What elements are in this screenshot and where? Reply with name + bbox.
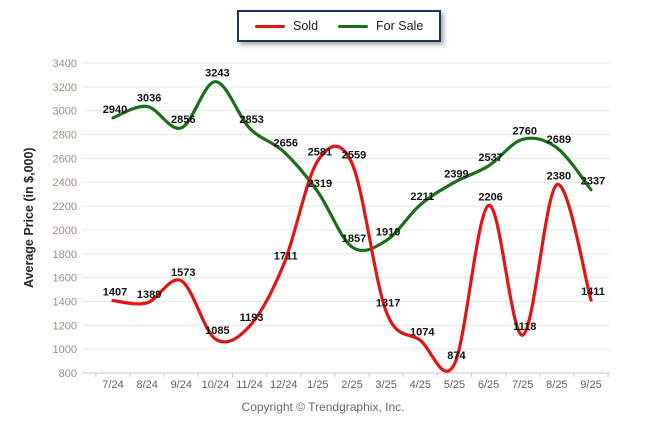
x-tick-label: 12/24 xyxy=(270,379,298,391)
x-tick-label: 10/24 xyxy=(202,379,230,391)
y-tick-label: 1400 xyxy=(53,296,77,308)
data-label: 2559 xyxy=(342,149,366,161)
data-label: 2211 xyxy=(410,191,434,203)
x-tick-label: 5/25 xyxy=(444,379,465,391)
y-tick-label: 1000 xyxy=(53,344,77,356)
data-label: 2337 xyxy=(581,176,605,188)
data-label: 1118 xyxy=(513,321,536,333)
data-label: 1411 xyxy=(581,286,605,298)
data-label: 1857 xyxy=(342,233,366,245)
data-label: 3243 xyxy=(205,68,229,80)
data-label: 2380 xyxy=(547,171,571,183)
data-label: 1573 xyxy=(171,267,195,279)
y-tick-label: 1800 xyxy=(53,249,77,261)
data-label: 2856 xyxy=(171,114,195,126)
legend-label-sold: Sold xyxy=(293,19,319,33)
data-label: 2319 xyxy=(308,178,332,190)
data-label: 1389 xyxy=(137,289,161,301)
y-tick-label: 2600 xyxy=(53,153,77,165)
y-tick-label: 1600 xyxy=(53,273,77,285)
y-tick-label: 800 xyxy=(59,368,77,380)
series-line-for-sale xyxy=(111,80,593,253)
y-tick-label: 2800 xyxy=(53,130,77,142)
legend-item-sold: Sold xyxy=(255,19,318,33)
y-tick-label: 3000 xyxy=(53,106,77,118)
y-tick-label: 1200 xyxy=(53,320,77,332)
series-line-sold xyxy=(111,144,593,373)
data-label: 2537 xyxy=(478,152,502,164)
data-label: 1711 xyxy=(274,250,298,262)
data-label: 874 xyxy=(447,350,466,362)
data-label: 2656 xyxy=(273,138,297,150)
data-label: 1910 xyxy=(376,227,400,239)
x-tick-label: 3/25 xyxy=(375,379,396,391)
x-tick-label: 9/24 xyxy=(171,379,192,391)
x-tick-label: 8/24 xyxy=(136,379,157,391)
data-label: 2206 xyxy=(478,191,502,203)
data-label: 1193 xyxy=(240,312,264,324)
y-tick-label: 2000 xyxy=(53,225,77,237)
data-label: 2940 xyxy=(103,104,127,116)
y-tick-label: 2400 xyxy=(53,177,77,189)
x-tick-label: 8/25 xyxy=(546,379,567,391)
copyright-text: Copyright © Trendgraphix, Inc. xyxy=(241,400,405,414)
x-tick-label: 4/25 xyxy=(410,379,431,391)
x-tick-label: 7/24 xyxy=(102,379,123,391)
legend-label-for-sale: For Sale xyxy=(376,19,424,33)
data-label: 2689 xyxy=(547,134,571,146)
x-tick-label: 6/25 xyxy=(478,379,499,391)
x-tick-label: 1/25 xyxy=(307,379,328,391)
x-tick-label: 2/25 xyxy=(341,379,362,391)
data-label: 1085 xyxy=(205,325,229,337)
data-label: 1317 xyxy=(376,297,400,309)
data-label: 2853 xyxy=(239,114,263,126)
x-tick-label: 11/24 xyxy=(236,379,263,391)
for-sale-line-swatch-icon xyxy=(338,24,369,28)
y-tick-label: 3200 xyxy=(53,82,77,94)
data-label: 1074 xyxy=(410,326,435,338)
y-tick-label: 3400 xyxy=(53,58,77,70)
data-label: 2581 xyxy=(308,147,332,159)
x-tick-label: 9/25 xyxy=(580,379,601,391)
legend-box: Sold For Sale xyxy=(237,10,442,42)
data-label: 2760 xyxy=(512,125,536,137)
sold-line-swatch-icon xyxy=(255,24,285,28)
data-label: 3036 xyxy=(137,92,161,104)
x-tick-label: 7/25 xyxy=(512,379,533,391)
data-label: 1407 xyxy=(103,287,127,299)
legend-item-for-sale: For Sale xyxy=(338,19,423,33)
data-label: 2399 xyxy=(444,168,468,180)
y-tick-label: 2200 xyxy=(53,201,77,213)
